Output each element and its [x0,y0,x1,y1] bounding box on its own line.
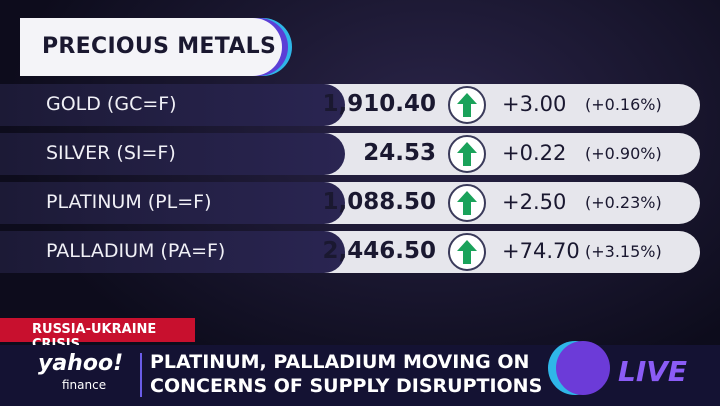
name: GOLD (GC=F) [46,93,177,115]
price: 1,088.50 [322,189,437,215]
network-logo [556,341,610,395]
row: PALLADIUM (PA=F) 2,446.50 +74.70 (+3.15%… [0,231,700,273]
headline: CONCERNS OF SUPPLY DISRUPTIONS [150,375,543,397]
up-arrow [448,233,486,271]
live-badge: LIVE [618,355,688,388]
name: SILVER (SI=F) [46,142,176,164]
change-pct: (+0.23%) [585,193,662,212]
name-cell: SILVER (SI=F) [0,133,345,175]
headline: PLATINUM, PALLADIUM MOVING ON [150,351,530,373]
change: +74.70 [502,239,580,263]
separator [140,353,142,397]
lower-third: yahoo! finance PLATINUM, PALLADIUM MOVIN… [0,341,720,406]
up-arrow [448,135,486,173]
up-arrow [448,184,486,222]
name-cell: PALLADIUM (PA=F) [0,231,345,273]
change-pct: (+3.15%) [585,242,662,261]
name: PALLADIUM (PA=F) [46,240,226,262]
row: PLATINUM (PL=F) 1,088.50 +2.50 (+0.23%) [0,182,700,224]
name: PLATINUM (PL=F) [46,191,212,213]
change-pct: (+0.90%) [585,144,662,163]
change: +2.50 [502,190,567,214]
title-pill: PRECIOUS METALS [20,18,282,76]
title: PRECIOUS METALS [42,34,277,59]
name-cell: GOLD (GC=F) [0,84,345,126]
change: +3.00 [502,92,567,116]
price: 2,446.50 [322,238,437,264]
up-arrow [448,86,486,124]
brand-sub: finance [62,378,107,392]
price: 24.53 [363,140,436,166]
row: SILVER (SI=F) 24.53 +0.22 (+0.90%) [0,133,700,175]
row: GOLD (GC=F) 1,910.40 +3.00 (+0.16%) [0,84,700,126]
price: 1,910.40 [322,91,437,117]
brand: yahoo! [38,351,124,376]
name-cell: PLATINUM (PL=F) [0,182,345,224]
change-pct: (+0.16%) [585,95,662,114]
topic-tag: RUSSIA-UKRAINE CRISIS [0,318,195,352]
change: +0.22 [502,141,567,165]
